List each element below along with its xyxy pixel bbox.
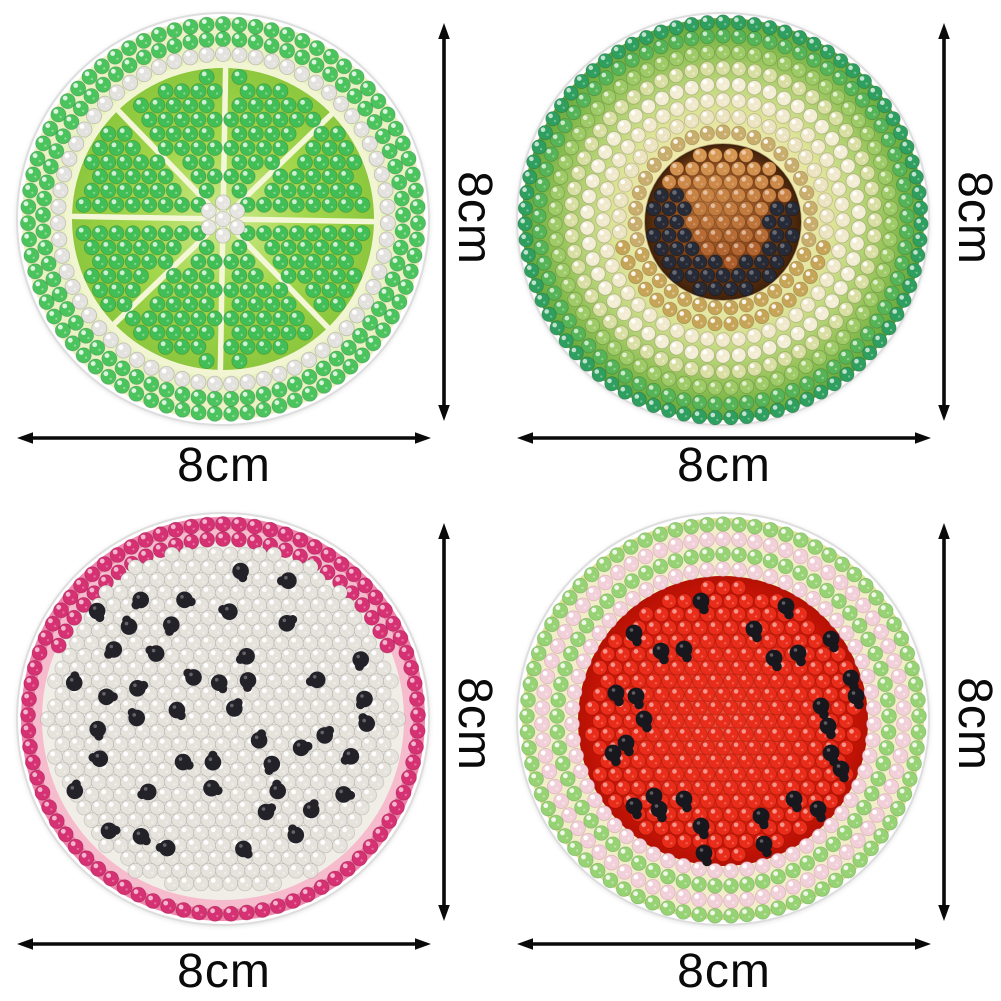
dragon-fruit-coaster-image [13,509,433,929]
width-dimension-label: 8cm [177,439,271,492]
width-dimension-label: 8cm [177,945,271,998]
width-arrow [17,432,431,444]
width-arrow [517,938,931,950]
width-dimension-label: 8cm [677,439,771,492]
height-dimension-label: 8cm [448,171,501,265]
width-dimension-label: 8cm [677,945,771,998]
quadrant-avocado: 8cm 8cm [500,0,1001,500]
height-arrow [938,23,950,421]
quadrant-dragon-fruit: 8cm 8cm [0,500,501,1000]
avocado-coaster-image [513,9,933,429]
width-arrow [517,432,931,444]
quadrant-lime: 8cm 8cm [0,0,501,500]
height-arrow [438,523,450,921]
watermelon-coaster-image [513,509,933,929]
lime-coaster-image [13,9,433,429]
height-arrow [438,23,450,421]
height-arrow [938,523,950,921]
height-dimension-label: 8cm [948,677,1001,771]
width-arrow [17,938,431,950]
height-dimension-label: 8cm [448,677,501,771]
quadrant-watermelon: 8cm 8cm [500,500,1001,1000]
height-dimension-label: 8cm [948,171,1001,265]
